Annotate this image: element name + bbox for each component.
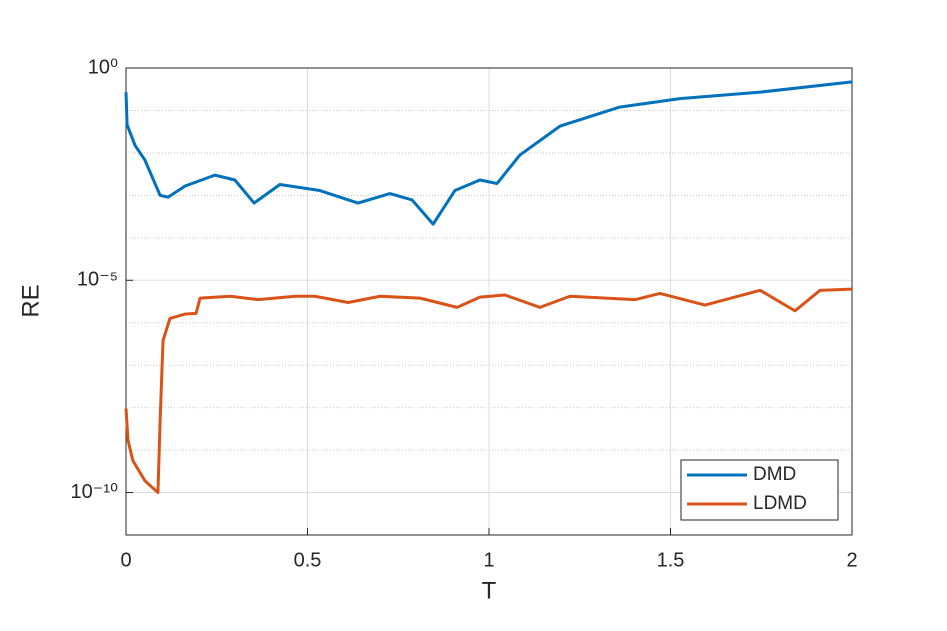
x-tick-label: 2 [846, 549, 857, 571]
y-axis-label: RE [17, 284, 44, 317]
x-tick-label: 0 [120, 549, 131, 571]
data-line [124, 287, 853, 495]
legend: DMD LDMD [680, 459, 839, 521]
legend-label: LDMD [753, 493, 807, 514]
legend-label: DMD [753, 464, 796, 485]
x-tick-label: 1.5 [657, 549, 685, 571]
x-tick-label: 0.5 [294, 549, 322, 571]
y-tick-label: 10⁰ [88, 56, 118, 78]
legend-box [680, 459, 839, 521]
x-tick-label: 1 [483, 549, 494, 571]
axes-box [125, 67, 853, 536]
y-tick-label: 10⁻¹⁰ [71, 481, 118, 503]
y-tick-label: 10⁻⁵ [77, 269, 118, 291]
data-line [124, 80, 853, 226]
x-axis-label: T [482, 577, 497, 604]
